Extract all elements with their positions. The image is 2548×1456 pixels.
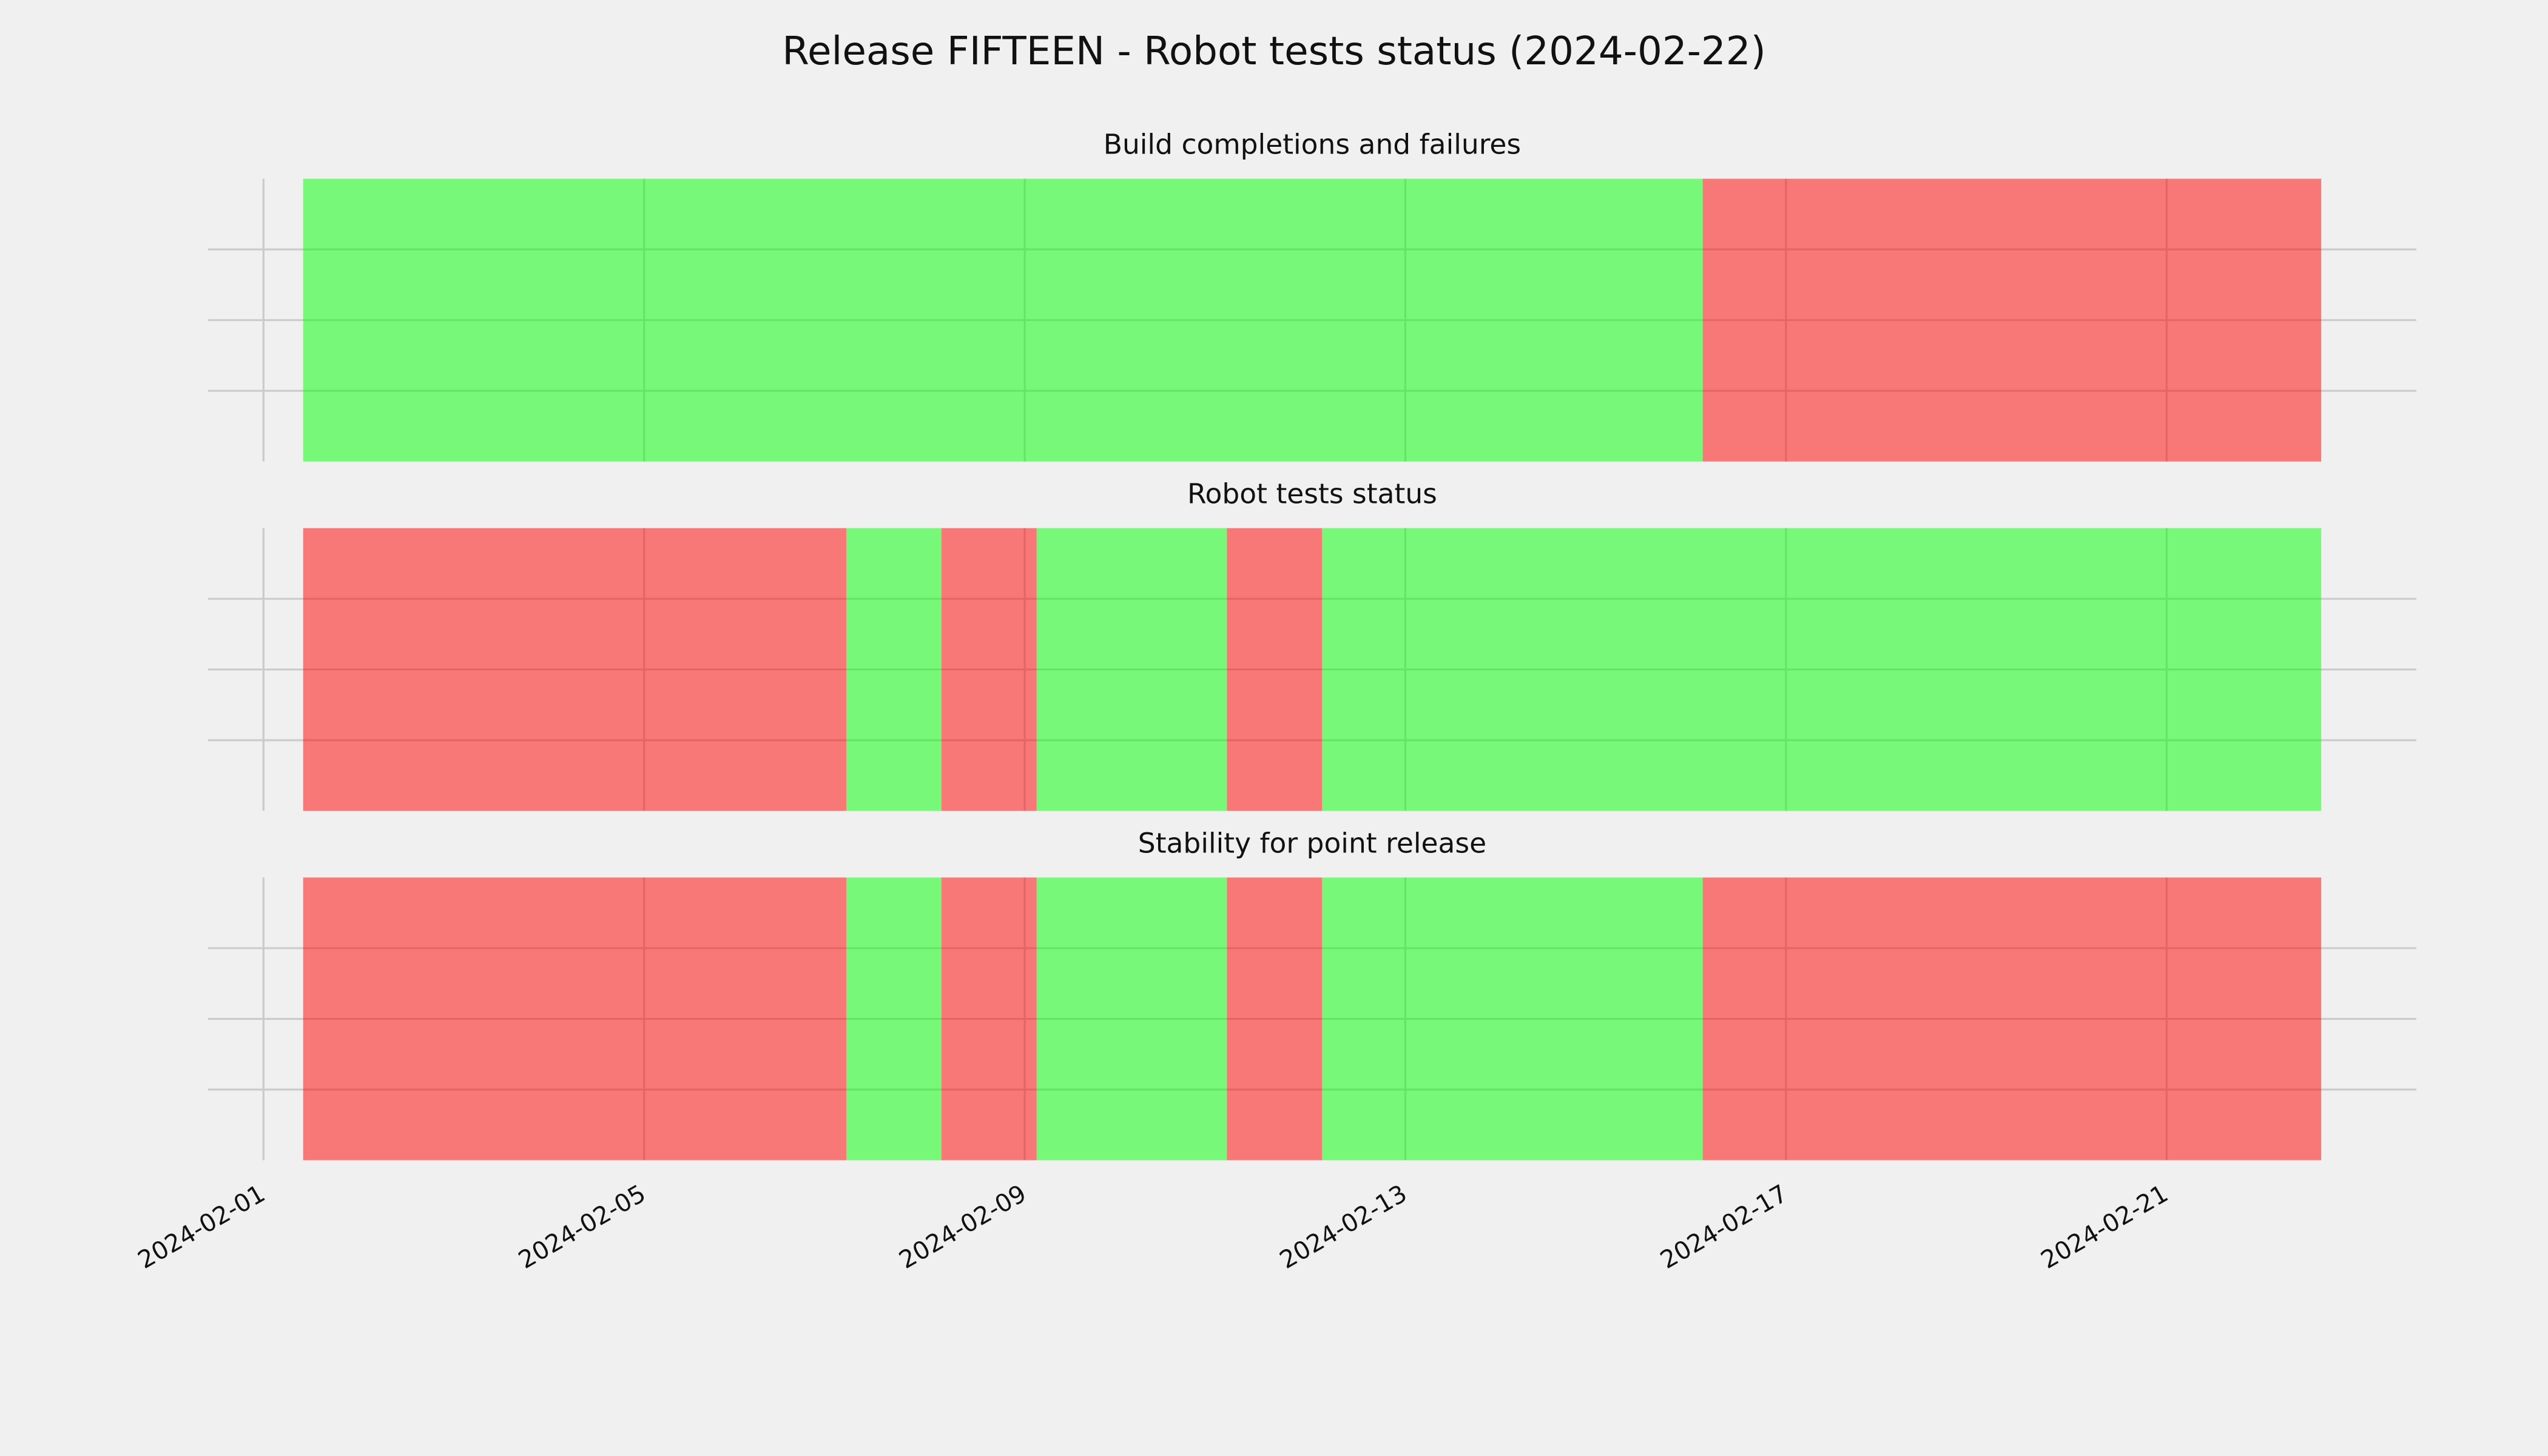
panel-title: Build completions and failures: [1104, 129, 1521, 161]
status-span: [1322, 877, 1703, 1161]
status-span: [1227, 877, 1323, 1161]
status-span: [303, 178, 1703, 462]
panel-title: Robot tests status: [1187, 477, 1437, 510]
status-span: [846, 528, 942, 811]
panel-title: Stability for point release: [1138, 827, 1486, 859]
status-span: [303, 877, 847, 1161]
chart-title: Release FIFTEEN - Robot tests status (20…: [782, 29, 1766, 74]
status-span: [941, 877, 1037, 1161]
status-span: [1036, 877, 1227, 1161]
status-span: [303, 528, 847, 811]
status-span: [1322, 528, 2322, 811]
status-span: [1702, 178, 2322, 462]
status-span: [1702, 877, 2322, 1161]
status-span: [1227, 528, 1323, 811]
status-span: [846, 877, 942, 1161]
status-span: [941, 528, 1037, 811]
status-span: [1036, 528, 1227, 811]
